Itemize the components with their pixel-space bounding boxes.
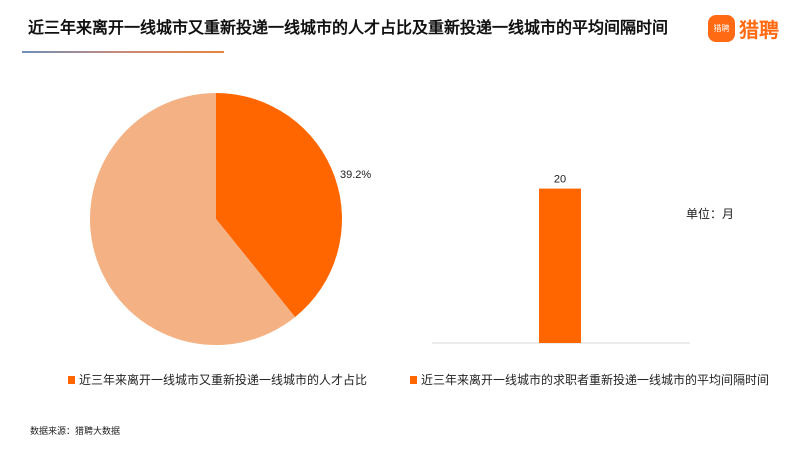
legend-label: 近三年来离开一线城市的求职者重新投递一线城市的平均间隔时间 bbox=[421, 373, 770, 387]
bar-data-label: 20 bbox=[554, 174, 566, 186]
bar-legend: 近三年来离开一线城市的求职者重新投递一线城市的平均间隔时间 bbox=[410, 371, 769, 388]
legend-swatch bbox=[410, 375, 417, 384]
legend-label: 近三年来离开一线城市又重新投递一线城市的人才占比 bbox=[79, 373, 368, 387]
logo-text: 猎聘 bbox=[739, 20, 779, 42]
title-underline bbox=[22, 51, 224, 53]
pie-slice-0 bbox=[216, 93, 343, 318]
data-source: 数据来源：猎聘大数据 bbox=[30, 426, 121, 436]
pie-data-label: 39.2% bbox=[340, 169, 371, 181]
liepin-logo: 猎聘 猎聘 bbox=[708, 14, 779, 43]
logo-icon: 猎聘 bbox=[708, 15, 735, 42]
unit-label: 单位：月 bbox=[686, 207, 735, 221]
pie-slice-1 bbox=[90, 93, 296, 345]
pie-legend: 近三年来离开一线城市又重新投递一线城市的人才占比 bbox=[68, 371, 367, 388]
pie-chart bbox=[90, 93, 343, 345]
bar-chart bbox=[432, 188, 690, 344]
page-title: 近三年来离开一线城市又重新投递一线城市的人才占比及重新投递一线城市的平均间隔时间 bbox=[28, 20, 669, 37]
bar-0 bbox=[539, 188, 581, 343]
legend-swatch bbox=[68, 375, 75, 384]
